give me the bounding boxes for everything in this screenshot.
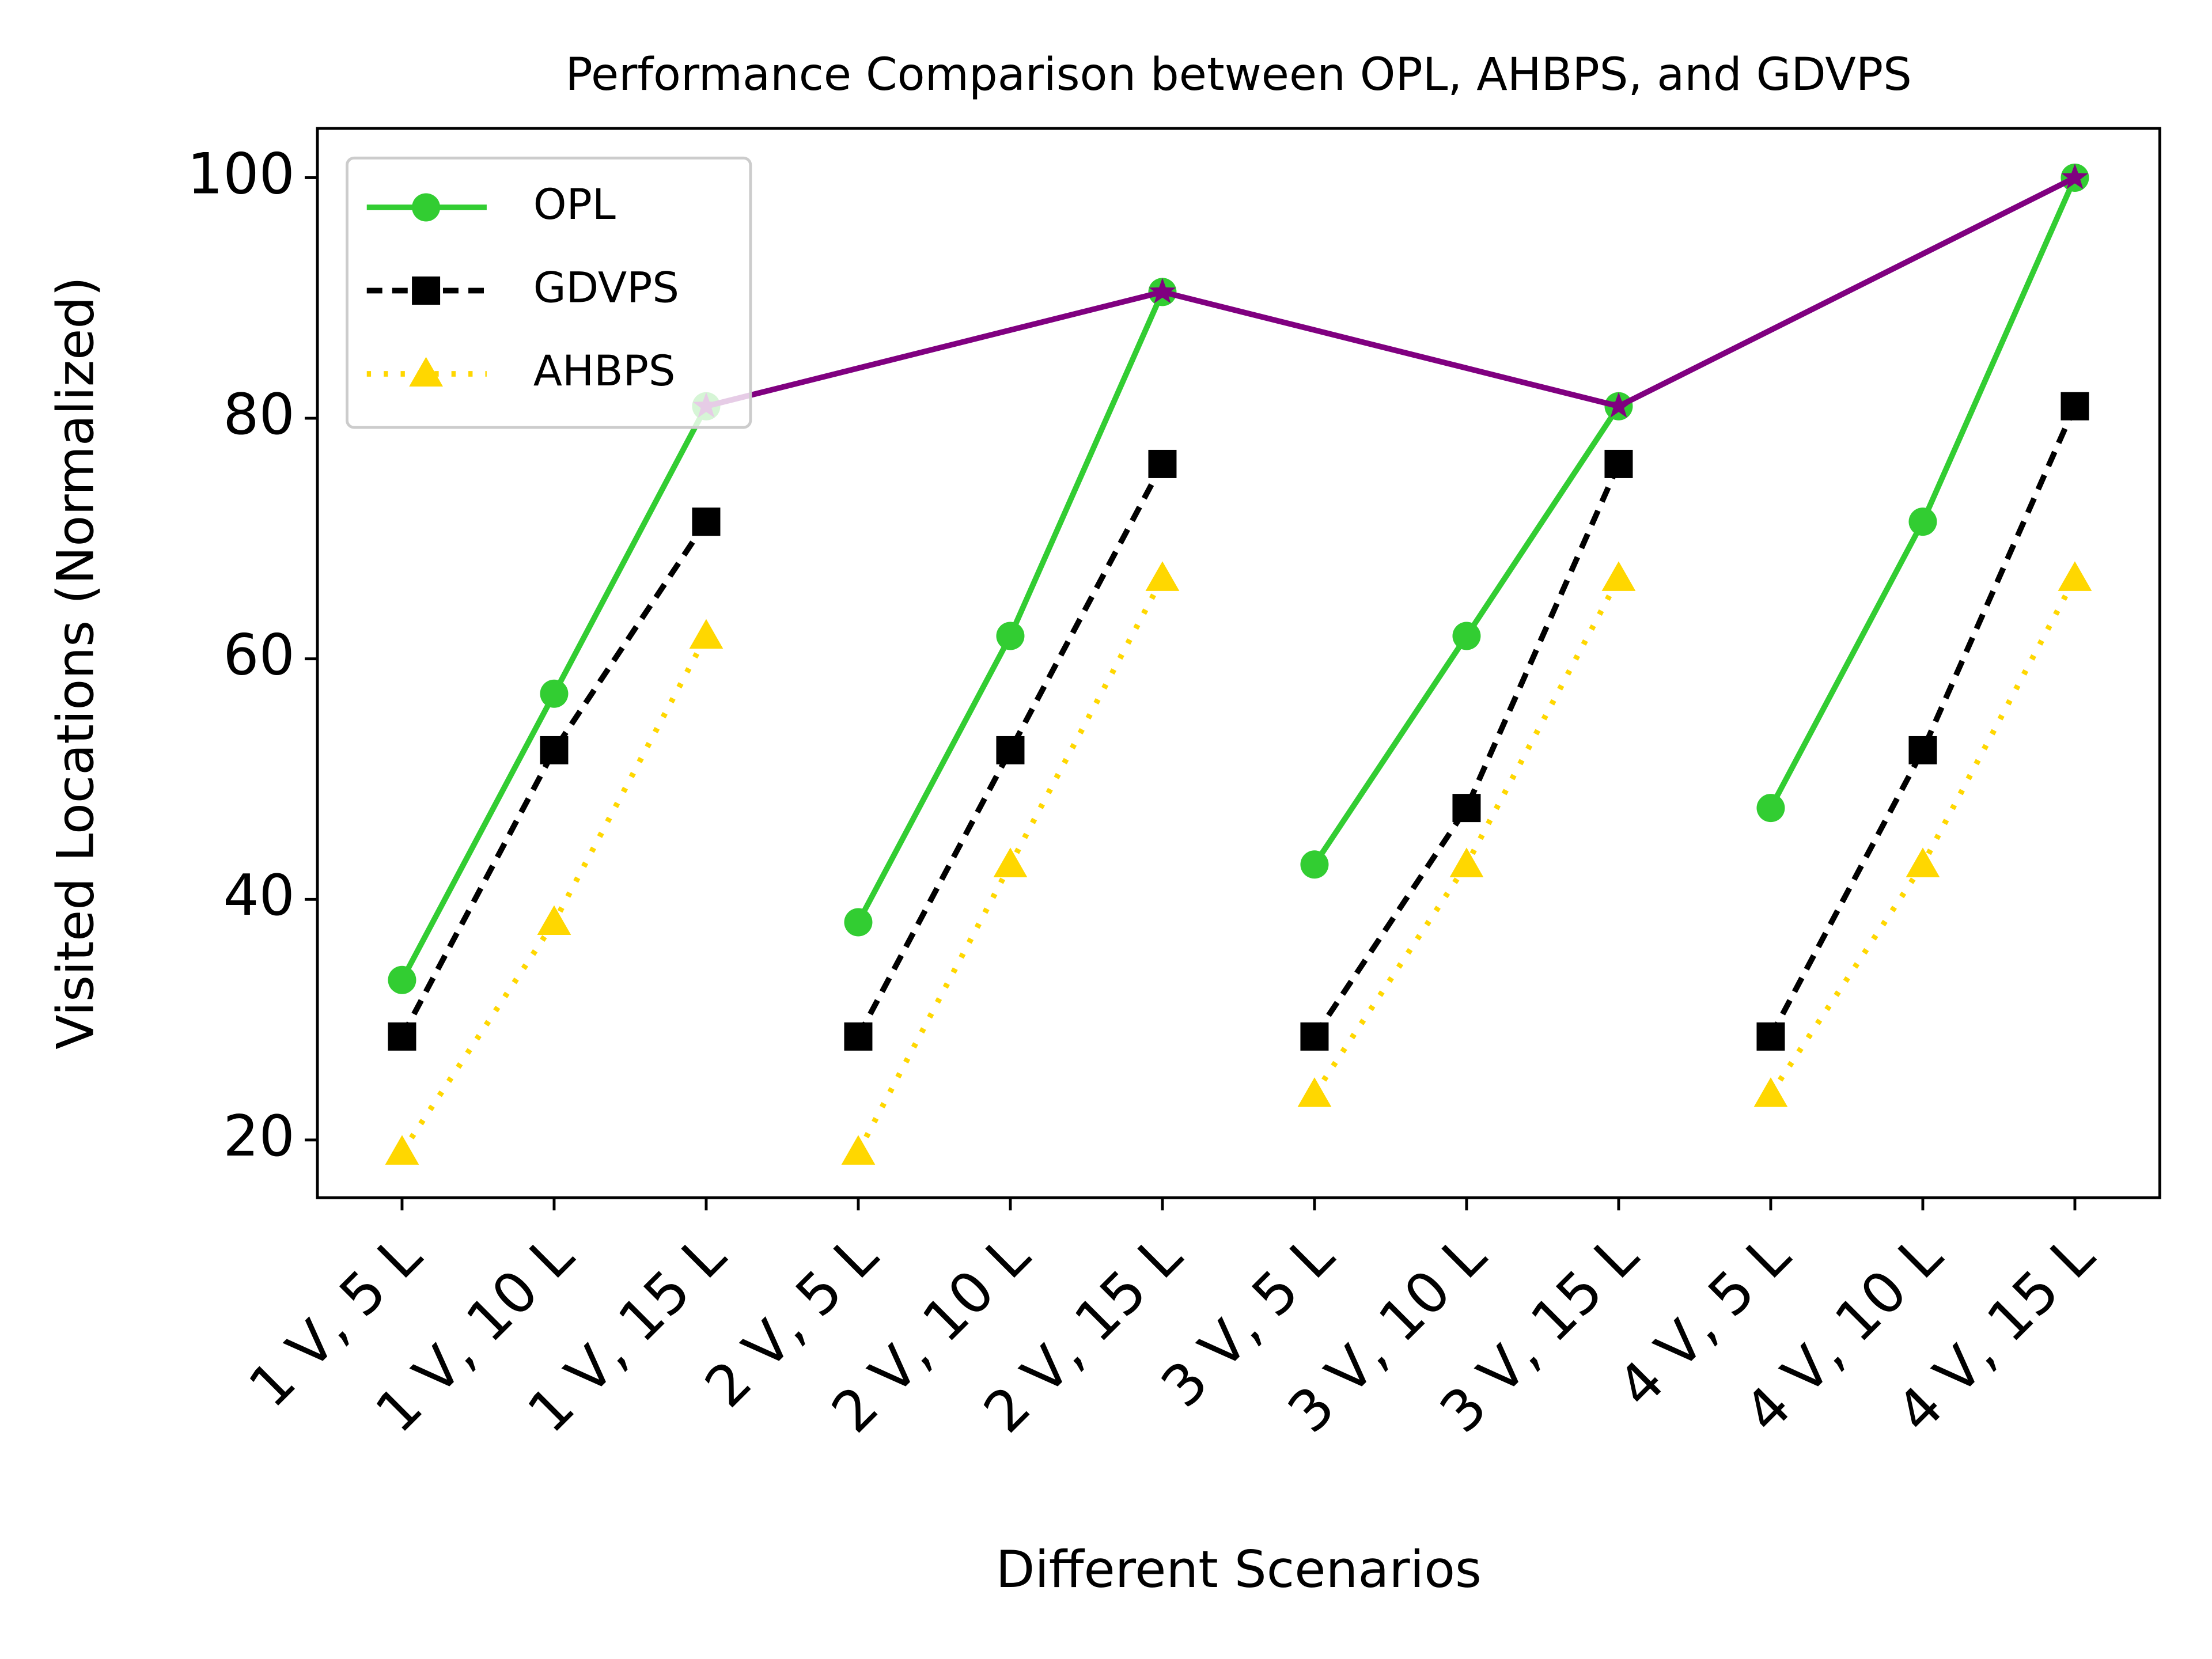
point (993, 847, 1028, 877)
point (537, 905, 571, 935)
point (844, 1022, 873, 1051)
series-line (1312, 463, 1622, 1039)
point (388, 965, 416, 994)
point (2061, 392, 2089, 421)
point (996, 736, 1025, 764)
point (1452, 622, 1481, 650)
point (1604, 449, 1633, 478)
point (1908, 507, 1937, 536)
legend-label: AHBPS (533, 347, 676, 396)
point (1906, 847, 1940, 877)
point (996, 622, 1025, 650)
legend: OPL GDVPS AHBPS (346, 156, 752, 429)
series-line (399, 634, 709, 1154)
point (388, 1022, 416, 1051)
point (1449, 847, 1484, 877)
point (1300, 1022, 1329, 1051)
x-axis-label: Different Scenarios (995, 1540, 1482, 1599)
y-axis-label: Visited Locations (Normalized) (46, 276, 105, 1050)
point (1149, 278, 1176, 304)
point (1148, 449, 1177, 478)
y-tick-label: 60 (223, 623, 295, 688)
chart-title: Performance Comparison between OPL, AHBP… (566, 48, 1912, 101)
point (1601, 561, 1636, 591)
y-tick-label: 20 (223, 1104, 295, 1169)
point (1756, 1022, 1785, 1051)
series-line (855, 290, 1165, 924)
point (1908, 736, 1937, 764)
point (1145, 561, 1180, 591)
point (1297, 1077, 1332, 1107)
point (844, 908, 873, 937)
point (1756, 794, 1785, 823)
legend-box (346, 156, 752, 429)
point (2058, 561, 2092, 591)
point (2061, 164, 2089, 190)
point (1452, 794, 1481, 823)
legend-label: GDVPS (533, 264, 679, 313)
point (841, 1135, 876, 1165)
point (692, 507, 721, 536)
series-line (1768, 405, 2078, 1038)
point (540, 736, 569, 764)
y-tick-label: 40 (223, 863, 295, 929)
legend-label: OPL (533, 180, 616, 229)
series-line (855, 463, 1165, 1038)
series-line (1768, 176, 2078, 809)
point (412, 276, 441, 305)
series-line (399, 520, 709, 1038)
point (689, 619, 724, 649)
point (1300, 850, 1329, 879)
series-line (705, 175, 2077, 410)
plot-frame (316, 127, 2161, 1199)
series-line (1312, 577, 1622, 1096)
point (412, 193, 441, 222)
point (409, 357, 443, 387)
series-line (1768, 577, 2078, 1096)
point (1605, 392, 1633, 418)
y-tick-label: 100 (187, 141, 295, 207)
point (385, 1135, 419, 1165)
point (1753, 1077, 1788, 1107)
y-tick-label: 80 (223, 382, 295, 448)
point (540, 679, 569, 708)
